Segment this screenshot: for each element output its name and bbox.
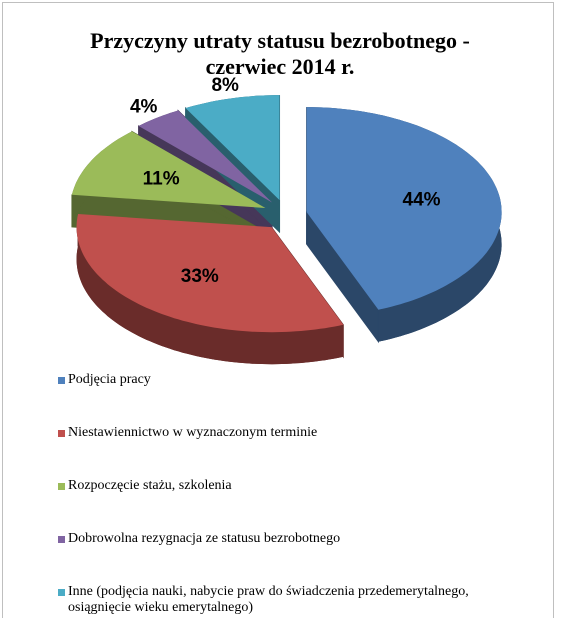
slice (71, 131, 266, 209)
slice (306, 107, 502, 310)
legend-label: Podjęcia pracy (68, 372, 151, 387)
legend-item: Dobrowolna rezygnacja ze statusu bezrobo… (58, 531, 528, 584)
slice (76, 214, 344, 333)
chart-frame (2, 2, 554, 618)
legend-label: Niestawiennictwo w wyznaczonym terminie (68, 425, 318, 440)
legend-swatch (58, 589, 65, 596)
legend-item: Podjęcia pracy (58, 372, 528, 425)
data-label: 4% (130, 96, 158, 117)
slice-side (306, 210, 379, 344)
legend-swatch (58, 536, 65, 543)
legend-label: Rozpoczęcie stażu, szkolenia (68, 478, 232, 493)
legend-item: Rozpoczęcie stażu, szkolenia (58, 478, 528, 531)
legend-swatch (58, 377, 65, 384)
legend: Podjęcia pracy Niestawiennictwo w wyznacz… (58, 372, 528, 637)
slice-wall (76, 214, 344, 365)
data-label: 33% (181, 266, 219, 287)
legend-swatch (58, 430, 65, 437)
slice (138, 110, 273, 203)
legend-item: Inne (podjęcia nauki, nabycie praw do św… (58, 584, 528, 637)
legend-item: Niestawiennictwo w wyznaczonym terminie (58, 425, 528, 478)
data-label: 11% (143, 168, 180, 189)
legend-label: Inne (podjęcia nauki, nabycie praw do św… (68, 584, 469, 615)
legend-swatch (58, 483, 65, 490)
slice (185, 95, 280, 201)
pie-plot: 44% 33% 11% 4% 8% (71, 75, 502, 365)
data-label: 44% (403, 189, 441, 210)
chart-title: Przyczyny utraty statusu bezrobotnego - … (90, 28, 470, 79)
legend-label: Dobrowolna rezygnacja ze statusu bezrobo… (68, 531, 341, 546)
data-label: 8% (211, 75, 239, 96)
